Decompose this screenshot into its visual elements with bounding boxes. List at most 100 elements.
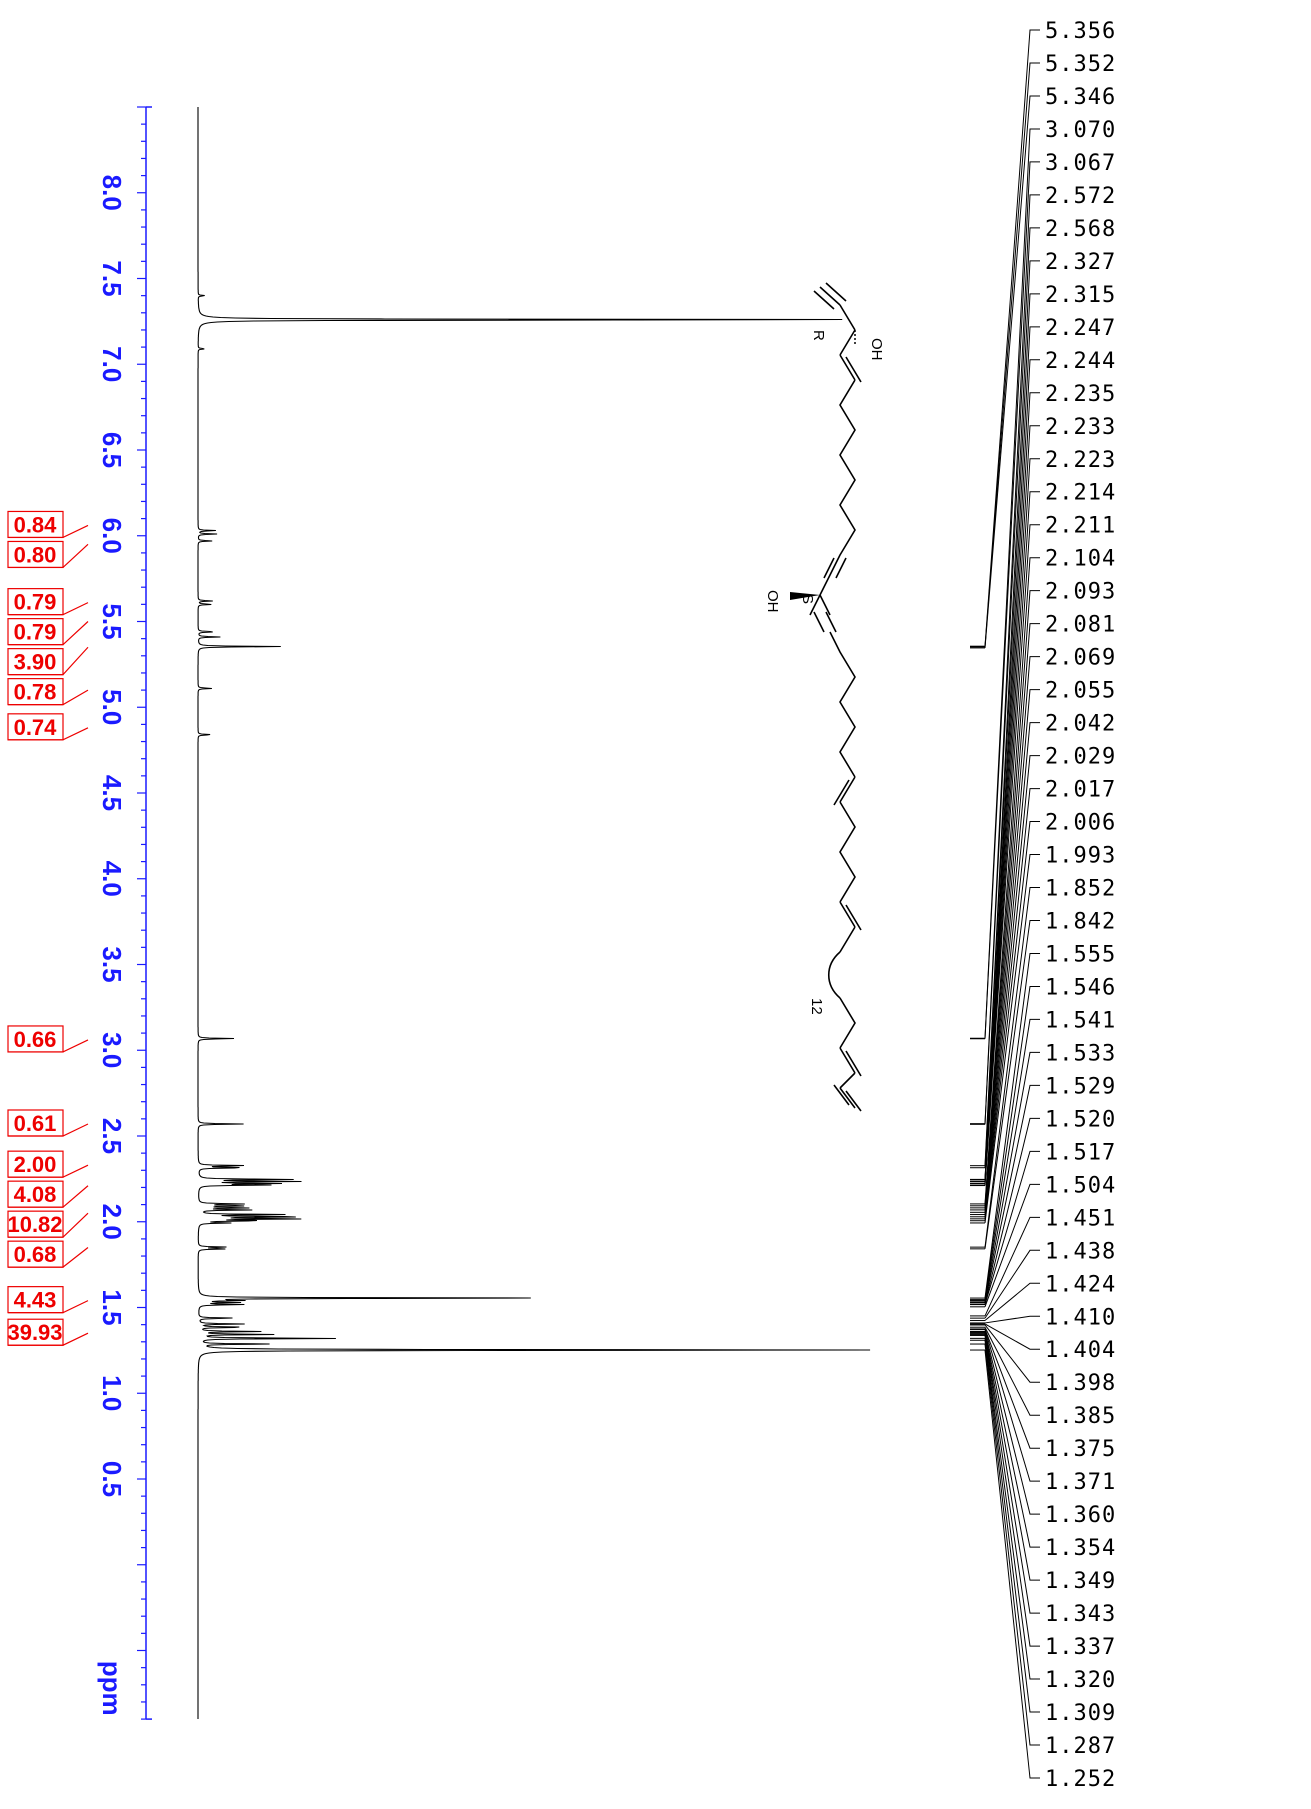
- peak-label: 1.842: [1045, 909, 1116, 934]
- peak-label: 2.093: [1045, 580, 1116, 605]
- peak-label: 1.349: [1045, 1569, 1116, 1594]
- peak-label: 1.343: [1045, 1602, 1116, 1627]
- peak-label: 2.223: [1045, 448, 1116, 473]
- peak-list-item: 2.055: [970, 679, 1115, 1213]
- peak-list-item: 3.067: [970, 151, 1116, 1040]
- integral-box: [7, 1109, 64, 1137]
- integral-box: [7, 618, 64, 646]
- integral-box: [7, 1150, 64, 1178]
- integral-leader: [8, 602, 89, 616]
- integral-value: 0.80: [14, 542, 57, 567]
- integral-leader: [8, 543, 89, 569]
- integral-box: [7, 1318, 64, 1346]
- integral-leader: [8, 1123, 89, 1137]
- peak-list: 5.356 5.352 5.346 3.070 3.067 2.572 2.568 2.327…: [970, 19, 1116, 1792]
- peak-list-item: 2.069: [970, 646, 1115, 1211]
- integral-item: 0.68: [7, 1240, 89, 1268]
- integral-leader: [8, 1185, 89, 1208]
- integral-box: [7, 588, 64, 616]
- peak-label: 2.247: [1045, 316, 1116, 341]
- peak-leader-line: [984, 854, 1040, 1224]
- peak-list-item: 2.042: [970, 712, 1115, 1216]
- peak-list-item: 1.993: [970, 844, 1115, 1224]
- axis-tick-label: 2.0: [97, 1204, 127, 1240]
- peak-label: 1.309: [1045, 1701, 1116, 1726]
- peak-label: 2.006: [1045, 811, 1116, 836]
- peak-leader-line: [984, 590, 1040, 1206]
- integral-box: [7, 540, 64, 569]
- peak-list-item: 2.315: [970, 283, 1115, 1169]
- peak-leader-line: [984, 755, 1040, 1217]
- integral-leader: [8, 1212, 89, 1238]
- axis-tick-label: 6.5: [97, 432, 127, 468]
- peak-leader-line: [984, 128, 1040, 1039]
- peak-leader-line: [984, 392, 1040, 1182]
- peak-leader-line: [984, 1018, 1040, 1301]
- integral-value: 3.90: [14, 650, 57, 675]
- peak-label: 1.541: [1045, 1008, 1116, 1033]
- peak-list-item: 1.371: [970, 1329, 1115, 1495]
- integral-leader: [8, 1332, 89, 1346]
- peak-leader-line: [984, 1323, 1040, 1350]
- integral-item: 4.08: [7, 1180, 89, 1208]
- peak-label: 1.517: [1045, 1140, 1116, 1165]
- integral-value: 0.74: [14, 715, 58, 740]
- peak-label: 1.337: [1045, 1635, 1116, 1660]
- integral-item: 0.61: [7, 1109, 89, 1137]
- peak-list-item: 1.360: [970, 1331, 1115, 1528]
- peak-list-item: 2.104: [970, 547, 1115, 1205]
- peak-list-item: 2.223: [970, 448, 1116, 1185]
- peak-label: 2.017: [1045, 778, 1116, 803]
- peak-leader-line: [984, 161, 1040, 1039]
- axis-tick-label: 8.0: [97, 175, 127, 211]
- peak-leader-line: [984, 359, 1040, 1180]
- peak-label: 1.504: [1045, 1173, 1116, 1198]
- peak-leader-line: [984, 1084, 1040, 1303]
- peak-list-item: 1.842: [970, 909, 1116, 1250]
- peak-list-item: 1.287: [970, 1343, 1115, 1759]
- peak-label: 3.067: [1045, 151, 1116, 176]
- stereo-wedge: [790, 592, 820, 600]
- peak-leader-line: [984, 722, 1040, 1215]
- peak-label: 1.252: [1045, 1767, 1116, 1792]
- peak-leader-line: [984, 1349, 1040, 1779]
- axis-tick-label: 5.5: [97, 603, 127, 639]
- peak-list-item: 1.337: [970, 1334, 1116, 1660]
- integral-item: 4.43: [7, 1286, 89, 1314]
- integral-item: 0.74: [7, 713, 89, 741]
- peak-list-item: 1.375: [970, 1328, 1115, 1462]
- peak-label: 2.233: [1045, 415, 1116, 440]
- peak-list-item: 1.529: [970, 1074, 1115, 1304]
- integral-leader: [8, 1164, 89, 1178]
- peak-leader-line: [984, 985, 1040, 1300]
- axis-tick-label: 1.5: [97, 1289, 127, 1325]
- peak-list-item: 1.309: [970, 1339, 1116, 1726]
- integral-box: [7, 713, 64, 741]
- axis-tick-label: 0.5: [97, 1461, 127, 1497]
- integral-item: 2.00: [7, 1150, 89, 1178]
- integral-value: 0.68: [14, 1242, 57, 1267]
- peak-leader-line: [984, 1331, 1040, 1515]
- integral-value: 39.93: [7, 1320, 62, 1345]
- peak-leader-line: [984, 1249, 1040, 1319]
- peak-label: 1.385: [1045, 1404, 1116, 1429]
- r-label: R: [810, 330, 827, 341]
- axis-tick-label: 2.5: [97, 1118, 127, 1154]
- integral-value: 0.66: [14, 1027, 57, 1052]
- axis-tick-label: 7.5: [97, 260, 127, 296]
- peak-label: 1.852: [1045, 877, 1116, 902]
- peak-leader-line: [984, 524, 1040, 1186]
- peak-list-item: 2.093: [970, 580, 1116, 1207]
- peak-leader-line: [984, 1340, 1040, 1713]
- peak-list-item: 2.247: [970, 316, 1116, 1180]
- peak-label: 5.346: [1045, 85, 1116, 110]
- integral-leader: [8, 646, 89, 676]
- peak-list-item: 1.385: [970, 1326, 1116, 1429]
- axis-tick-label: 5.0: [97, 689, 127, 725]
- peak-label: 2.568: [1045, 217, 1116, 242]
- peak-label: 1.410: [1045, 1305, 1116, 1330]
- integral-value: 0.61: [14, 1111, 57, 1136]
- peak-label: 3.070: [1045, 118, 1116, 143]
- peak-label: 1.424: [1045, 1272, 1116, 1297]
- peak-label: 1.354: [1045, 1536, 1116, 1561]
